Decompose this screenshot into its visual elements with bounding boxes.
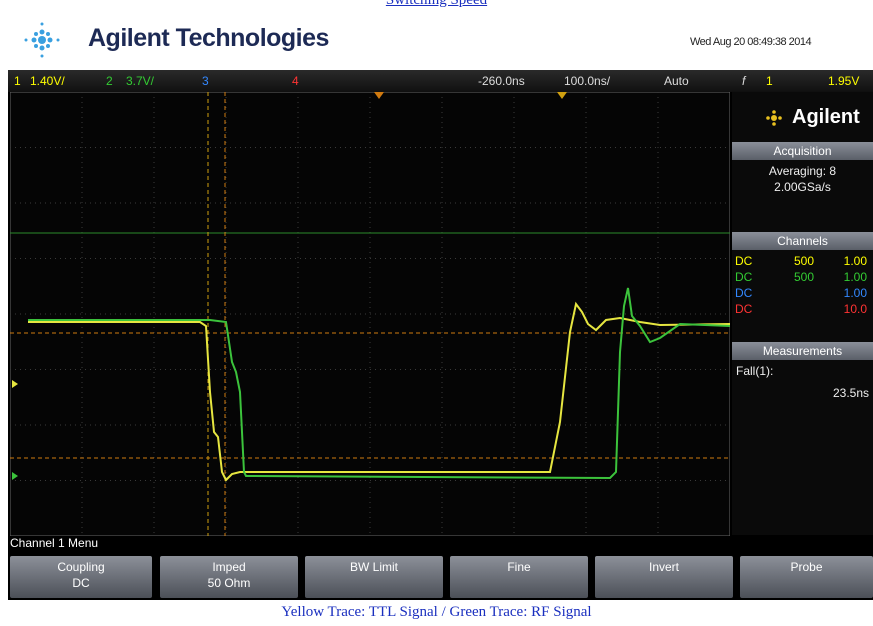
channel-cell: 500	[794, 254, 815, 268]
channel-cell: 1.00	[843, 254, 867, 268]
acquisition-mode: Averaging: 8	[768, 164, 837, 178]
channel-cell: DC	[735, 270, 753, 284]
waveform-area	[10, 92, 730, 536]
delay-marker	[557, 92, 567, 99]
measurement-label: Fall(1):	[736, 364, 774, 378]
green-trace	[28, 287, 730, 480]
softkey-label: Probe	[790, 560, 823, 574]
softkey[interactable]: BW Limit	[305, 556, 443, 598]
softkey[interactable]: Fine	[450, 556, 588, 598]
caption: Yellow Trace: TTL Signal / Green Trace: …	[281, 604, 592, 620]
timebase: 100.0ns/	[564, 74, 611, 88]
measurements-title: Measurements	[732, 342, 873, 360]
ch2: 2	[106, 74, 113, 88]
ch1-ground-marker	[12, 380, 18, 388]
softkey[interactable]: Coupling DC	[10, 556, 152, 598]
ch1: 1	[14, 74, 21, 88]
status-bar: 1 1.40V/ 2 3.7V/ 3 4 -260.0ns 100.0ns/ A…	[8, 70, 873, 92]
measurement-value: 23.5ns	[832, 386, 869, 400]
softkey-label: BW Limit	[350, 560, 398, 574]
channel-cell: 10.0	[843, 302, 867, 316]
yellow-trace	[28, 301, 730, 482]
channels-title: Channels	[732, 232, 873, 250]
channel-cell: 1.00	[843, 270, 867, 284]
softkey[interactable]: Probe	[740, 556, 873, 598]
delay: -260.0ns	[478, 74, 525, 88]
brand-logo	[24, 22, 60, 58]
channel-cell: DC	[735, 286, 753, 300]
brand: Agilent Technologies	[88, 24, 329, 52]
channel-cell: 1.00	[843, 286, 867, 300]
timestamp: Wed Aug 20 08:49:38 2014	[690, 36, 812, 48]
channel-cell: 500	[794, 270, 815, 284]
side-logo: Agilent	[792, 106, 860, 128]
softkey-label: Fine	[507, 560, 531, 574]
graticule	[10, 92, 730, 536]
channel-cell: DC	[735, 254, 753, 268]
ch1-scale: 1.40V/	[30, 74, 65, 88]
trigger-symbol: f	[742, 74, 746, 88]
menu-title: Channel 1 Menu	[10, 536, 99, 550]
heading: Switching Speed	[385, 0, 488, 8]
trigger-level: 1.95V	[828, 74, 860, 88]
side-panel: Agilent Acquisition Averaging: 8 2.00GSa…	[732, 92, 873, 535]
ch2-scale: 3.7V/	[126, 74, 155, 88]
ch4: 4	[292, 74, 299, 88]
softkey-label: Imped	[212, 560, 246, 574]
softkey-value: 50 Ohm	[207, 576, 251, 590]
trigger-channel: 1	[766, 74, 773, 88]
trigger-marker	[374, 92, 384, 99]
softkey-label: Invert	[648, 560, 679, 574]
channel-cell: DC	[735, 302, 753, 316]
acquisition-title: Acquisition	[732, 142, 873, 160]
softkey[interactable]: Imped 50 Ohm	[160, 556, 298, 598]
softkey[interactable]: Invert	[595, 556, 733, 598]
side-logo-icon	[766, 110, 782, 126]
softkey-value: DC	[72, 576, 90, 590]
trigger-mode: Auto	[664, 74, 689, 88]
softkey-label: Coupling	[57, 560, 105, 574]
ch2-ground-marker	[12, 472, 18, 480]
ch3: 3	[202, 74, 209, 88]
acquisition-rate: 2.00GSa/s	[774, 180, 831, 194]
